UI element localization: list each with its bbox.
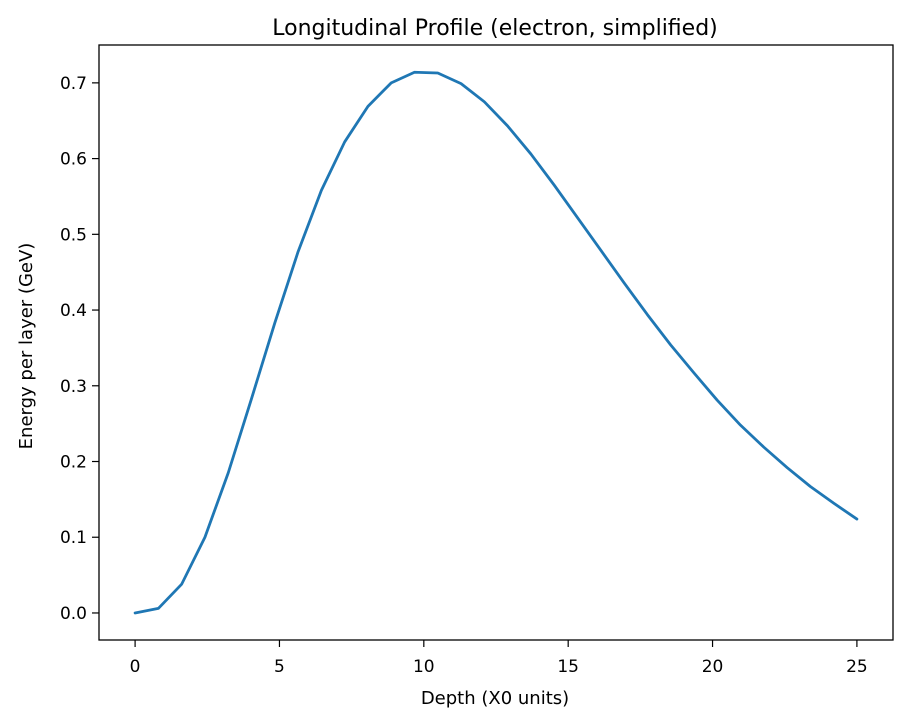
x-tick-label: 20	[702, 657, 724, 677]
x-tick-label: 5	[274, 657, 285, 677]
x-tick-label: 15	[557, 657, 579, 677]
y-tick-label: 0.1	[60, 528, 87, 548]
plot-area-frame	[98, 44, 894, 641]
y-tick-label: 0.6	[60, 150, 87, 170]
series-line	[133, 70, 859, 615]
chart-title: Longitudinal Profile (electron, simplifi…	[272, 16, 718, 41]
y-tick-label: 0.2	[60, 453, 87, 473]
x-tick-label: 0	[130, 657, 141, 677]
x-tick-label: 25	[846, 657, 868, 677]
y-tick-label: 0.0	[60, 604, 87, 624]
x-tick-label: 10	[413, 657, 435, 677]
x-axis-ticks: 0 5 10 15 20 25	[130, 640, 868, 677]
x-axis-label: Depth (X0 units)	[421, 688, 569, 709]
y-tick-label: 0.7	[60, 74, 87, 94]
y-tick-label: 0.5	[60, 225, 87, 245]
y-tick-label: 0.4	[60, 301, 87, 321]
y-axis-ticks: 0.0 0.1 0.2 0.3 0.4 0.5 0.6 0.7	[60, 74, 99, 624]
y-tick-label: 0.3	[60, 377, 87, 397]
y-axis-label: Energy per layer (GeV)	[16, 243, 37, 450]
